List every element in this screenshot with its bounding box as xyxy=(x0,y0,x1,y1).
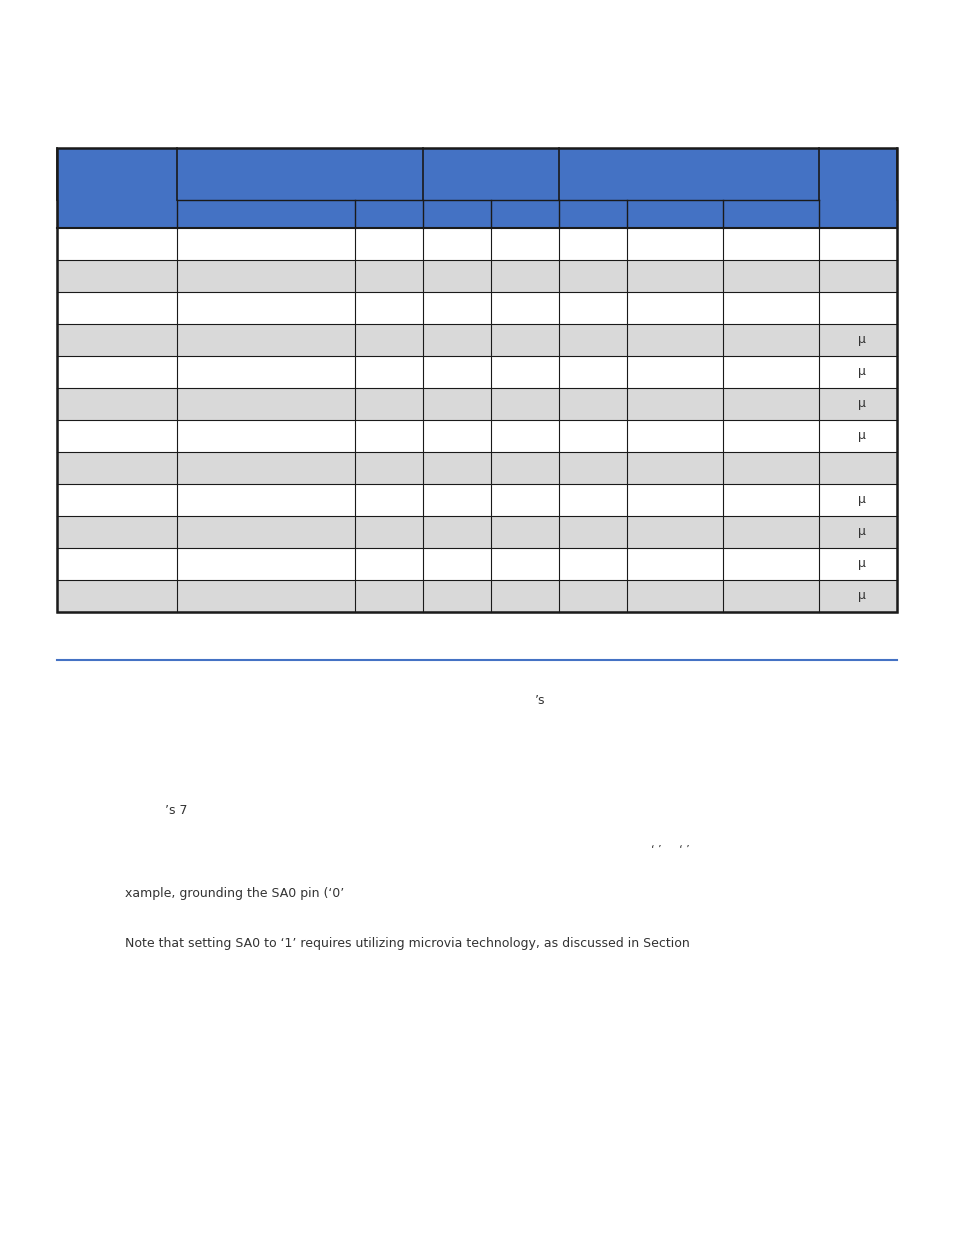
Bar xyxy=(57,261,896,291)
Text: μ: μ xyxy=(857,366,865,378)
Text: μ: μ xyxy=(857,333,865,347)
Bar xyxy=(57,452,896,484)
Bar xyxy=(57,356,896,388)
Bar xyxy=(57,324,896,356)
Bar xyxy=(57,388,896,420)
Text: μ: μ xyxy=(857,589,865,603)
Text: ’s: ’s xyxy=(535,694,545,706)
Text: μ: μ xyxy=(857,526,865,538)
Bar xyxy=(57,148,896,613)
Text: ‘ ’     ‘ ’: ‘ ’ ‘ ’ xyxy=(650,845,689,855)
Text: xample, grounding the SA0 pin (‘0’: xample, grounding the SA0 pin (‘0’ xyxy=(125,887,344,899)
Bar xyxy=(57,420,896,452)
Text: Note that setting SA0 to ‘1’ requires utilizing microvia technology, as discusse: Note that setting SA0 to ‘1’ requires ut… xyxy=(125,937,689,951)
Bar xyxy=(57,548,896,580)
Text: μ: μ xyxy=(857,398,865,410)
Text: ’s 7: ’s 7 xyxy=(165,804,188,816)
Text: μ: μ xyxy=(857,430,865,442)
Text: μ: μ xyxy=(857,557,865,571)
Bar xyxy=(57,148,896,228)
Bar xyxy=(57,580,896,613)
Bar xyxy=(57,228,896,261)
Bar xyxy=(57,291,896,324)
Bar xyxy=(57,484,896,516)
Bar xyxy=(57,516,896,548)
Text: μ: μ xyxy=(857,494,865,506)
